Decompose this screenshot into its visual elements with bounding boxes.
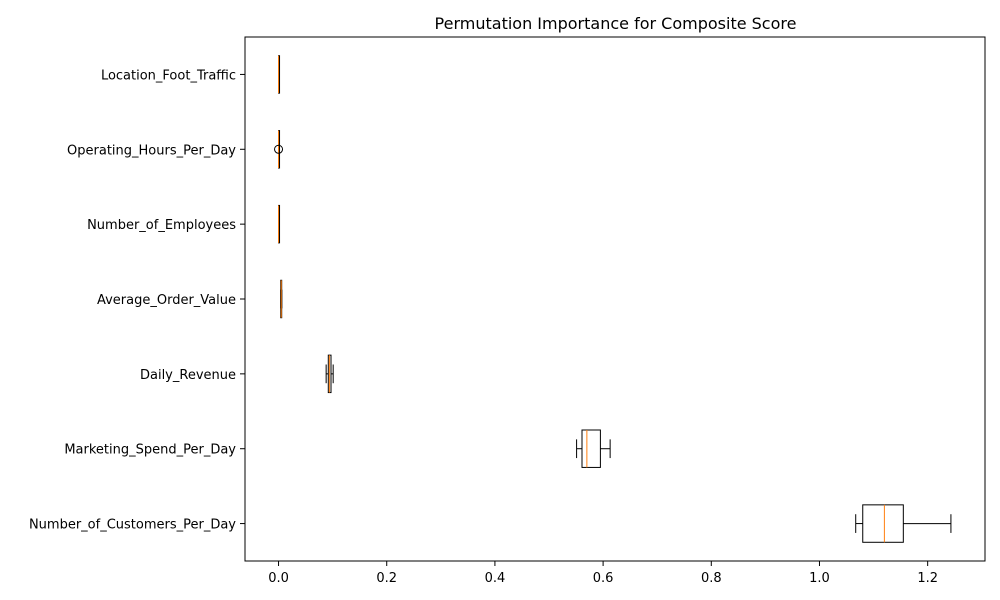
boxplot-item [274,130,284,169]
y-tick-label: Number_of_Employees [87,218,236,233]
outlier-point [274,144,284,154]
x-tick-label: 0.6 [593,571,614,586]
box [862,504,904,543]
x-tick-label: 1.0 [809,571,830,586]
boxplot-item [278,55,281,94]
plot-area [244,36,986,562]
y-tick-label: Average_Order_Value [97,293,236,308]
x-axis: 0.0 0.2 0.4 0.6 0.8 1.0 1.2 [268,561,938,586]
y-tick-label: Marketing_Spend_Per_Day [64,443,236,458]
x-tick-label: 0.0 [268,571,289,586]
boxplot-item [576,429,611,468]
x-tick-label: 0.2 [376,571,397,586]
y-tick-label: Daily_Revenue [140,368,236,383]
boxplot-item [278,204,281,244]
y-tick-label: Number_of_Customers_Per_Day [29,518,236,533]
boxplot-item [325,354,334,394]
y-tick-label: Operating_Hours_Per_Day [67,143,236,158]
y-axis: Number_of_Customers_Per_Day Marketing_Spe… [29,68,245,533]
chart-title: Permutation Importance for Composite Sco… [435,14,797,33]
boxes-layer [274,55,952,543]
x-tick-label: 0.4 [485,571,506,586]
y-tick-label: Location_Foot_Traffic [101,68,236,83]
boxplot-item [855,504,952,543]
x-tick-label: 0.8 [701,571,722,586]
boxplot-item [280,279,283,319]
box [581,429,601,468]
x-tick-label: 1.2 [917,571,938,586]
